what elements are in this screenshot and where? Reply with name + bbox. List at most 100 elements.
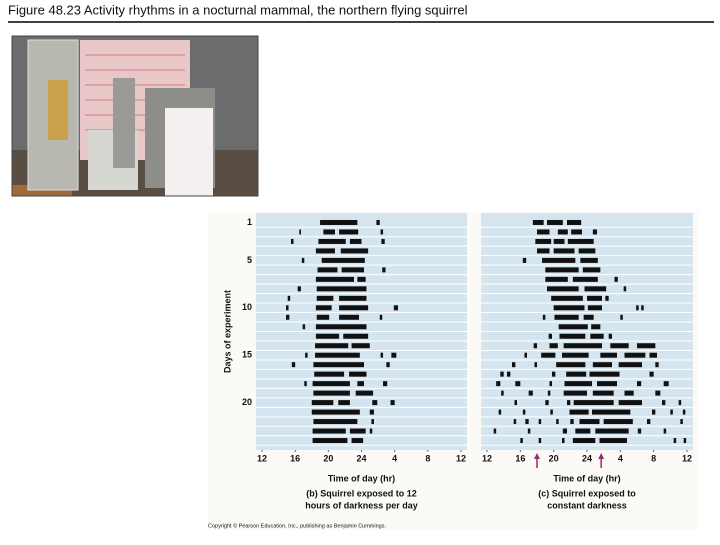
x-axis-label: Time of day (hr): [328, 473, 395, 483]
activity-bout: [312, 381, 350, 387]
activity-bout: [564, 381, 592, 387]
activity-bout: [578, 248, 596, 254]
activity-bout: [520, 438, 523, 444]
figure-title: Figure 48.23 Activity rhythms in a noctu…: [8, 2, 468, 17]
x-tick-label: 12: [482, 453, 492, 463]
activity-bout: [550, 409, 553, 415]
activity-bout: [590, 333, 604, 339]
activity-bout: [312, 438, 348, 444]
marker-arrow: [534, 453, 540, 468]
activity-bout: [340, 248, 369, 254]
activity-bout: [355, 390, 374, 396]
activity-bout: [343, 333, 369, 339]
activity-bout: [386, 362, 390, 368]
activity-bout: [541, 352, 556, 358]
activity-bout: [571, 229, 582, 235]
activity-bout: [351, 438, 364, 444]
activity-bout: [587, 305, 602, 311]
copyright: Copyright © Pearson Education, Inc., pub…: [208, 522, 386, 529]
activity-bout: [592, 362, 612, 368]
activity-bout: [683, 438, 687, 444]
activity-bout: [599, 438, 627, 444]
activity-bout: [554, 314, 579, 320]
activity-bout: [349, 428, 366, 434]
y-tick-label: 5: [247, 255, 252, 265]
x-tick-label: 12: [257, 453, 267, 463]
y-tick-label: 15: [242, 350, 252, 360]
y-tick-label: 10: [242, 302, 252, 312]
activity-bout: [614, 276, 618, 282]
activity-bout: [579, 419, 600, 425]
activity-bout: [380, 352, 384, 358]
activity-bout: [349, 371, 367, 377]
activity-bout: [592, 390, 614, 396]
panel-caption: constant darkness: [547, 500, 627, 510]
activity-bout: [538, 438, 542, 444]
y-tick-label: 1: [247, 217, 252, 227]
activity-bout: [291, 362, 296, 368]
activity-bout: [569, 409, 589, 415]
activity-bout: [501, 390, 504, 396]
x-tick-label: 4: [392, 453, 397, 463]
activity-bout: [545, 276, 568, 282]
activity-bout: [297, 286, 301, 292]
activity-bout: [624, 352, 646, 358]
activity-bout: [535, 238, 552, 244]
activity-bout: [498, 409, 502, 415]
x-tick-label: 16: [515, 453, 525, 463]
activity-bout: [673, 438, 677, 444]
activity-bout: [339, 295, 367, 301]
activity-bout: [315, 343, 349, 349]
activity-bout: [372, 400, 378, 406]
activity-bout: [533, 343, 537, 349]
activity-bout: [563, 343, 602, 349]
activity-bout: [302, 324, 306, 330]
x-tick-label: 20: [323, 453, 333, 463]
activity-bout: [662, 400, 666, 406]
activity-bout: [390, 400, 395, 406]
activity-bout: [649, 352, 657, 358]
activity-bout: [313, 390, 350, 396]
activity-bout: [680, 419, 683, 425]
activity-bout: [610, 343, 629, 349]
arrow-head: [534, 453, 540, 459]
activity-bout: [371, 419, 374, 425]
activity-bout: [637, 343, 656, 349]
activity-bout: [286, 305, 289, 311]
activity-bout: [580, 257, 598, 263]
activity-bout: [624, 390, 634, 396]
activity-bout: [559, 333, 586, 339]
activity-bout: [562, 352, 589, 358]
activity-bout: [592, 229, 597, 235]
activity-bout: [369, 428, 373, 434]
x-tick-label: 4: [618, 453, 623, 463]
activity-bout: [313, 362, 364, 368]
activity-bout: [286, 314, 290, 320]
activity-bout: [591, 324, 601, 330]
activity-bout: [528, 390, 533, 396]
activity-bout: [655, 362, 659, 368]
activity-bout: [652, 409, 656, 415]
activity-bout: [522, 257, 527, 263]
activity-bout: [608, 333, 612, 339]
activity-bout: [537, 248, 550, 254]
panel-caption: hours of darkness per day: [305, 500, 418, 510]
activity-bout: [595, 428, 629, 434]
activity-bout: [570, 419, 574, 425]
activity-bout: [318, 238, 346, 244]
x-axis-label: Time of day (hr): [553, 473, 620, 483]
activity-bout: [301, 257, 305, 263]
activity-bout: [291, 238, 294, 244]
activity-bout: [547, 286, 579, 292]
activity-bout: [670, 409, 673, 415]
activity-bout: [637, 428, 642, 434]
activity-bout: [549, 381, 552, 387]
activity-bout: [618, 400, 642, 406]
activity-bout: [547, 390, 551, 396]
activity-bout: [391, 352, 397, 358]
activity-bout: [682, 409, 686, 415]
activity-bout: [493, 428, 497, 434]
activity-bout: [572, 276, 598, 282]
activity-bout: [496, 381, 501, 387]
activity-bout: [317, 267, 338, 273]
